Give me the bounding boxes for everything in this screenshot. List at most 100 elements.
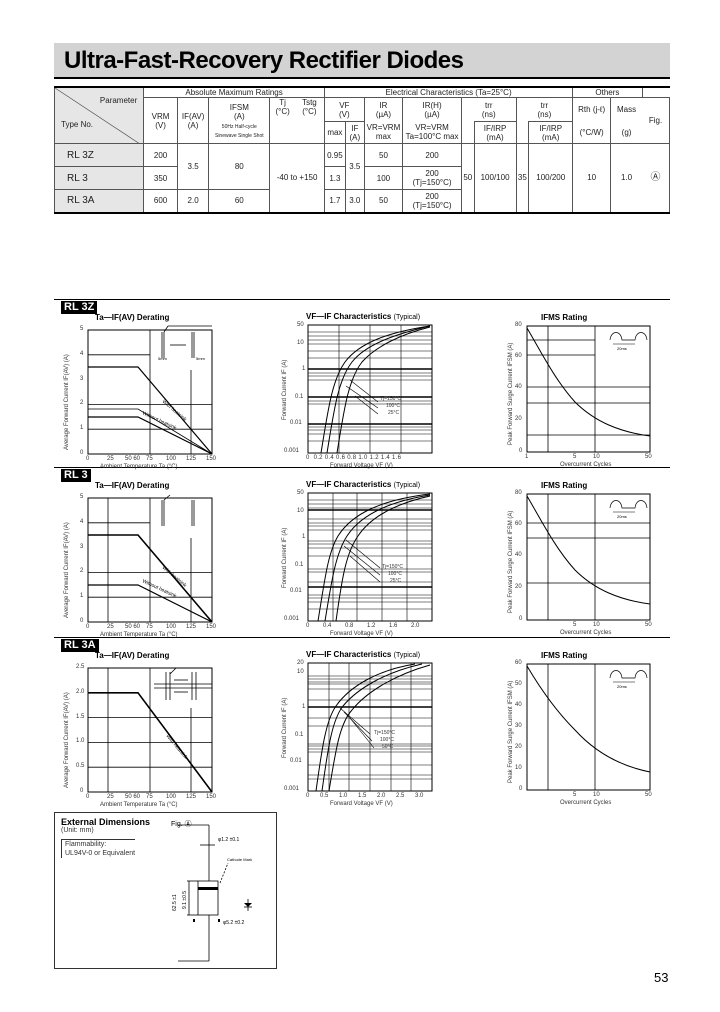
vf-if-chart: VF—IF Characteristics (Typical) Forward … [270,310,450,470]
derating-plot: With heatsink [87,667,213,793]
section-label: RL 3Z [61,301,98,314]
mass-cell: 1.0 [610,143,643,213]
vrm-cell: 350 [143,166,178,190]
page-number: 53 [654,970,669,985]
vf-if-plot [307,492,433,622]
x-axis-label: Forward Voltage VF (V) [330,801,393,807]
type-cell: RL 3Z [53,143,145,167]
page-title: Ultra-Fast-Recovery Rectifier Diodes [64,47,464,74]
vf-if-cell: 3.0 [344,189,365,213]
x-axis-label: Overcurrent Cycles [560,800,612,806]
ir-header: IR (µA) [363,97,404,122]
table-row: RL 3 350 1.3 100 200 (Tj=150°C) [53,166,670,190]
section-divider [54,637,670,638]
svg-text:Cathode Mark: Cathode Mark [227,857,252,862]
ifsm-cell: 80 [208,143,271,190]
type-no-label: Type No. [61,120,94,129]
type-cell: RL 3 [53,166,145,190]
chart-title: VF—IF Characteristics (Typical) [306,480,421,489]
svg-text:20ms: 20ms [617,684,627,689]
vf-cell: 1.7 [323,189,346,213]
diagonal-divider [55,88,140,144]
vrm-cell: 600 [143,189,178,213]
section-label: RL 3A [61,639,99,652]
chart-title: Ta—IF(AV) Derating [95,313,170,322]
chart-title: IFMS Rating [541,651,588,660]
ir-cell: 50 [363,189,404,213]
ifsm-plot: 20ms [526,325,651,453]
ifsm-chart: IFMS Rating Peak Forward Surge Current I… [495,648,670,808]
irh-cell: 200 (Tj=150°C) [402,166,462,190]
ir-cond-header: VR=VRM max [363,121,404,144]
section-divider [54,467,670,468]
irh-cell: 200 [402,143,462,167]
mass-header: Mass [610,97,643,122]
trr2-cell: 35 [515,143,530,213]
x-axis-label: Overcurrent Cycles [560,630,612,636]
type-cell: RL 3A [53,189,145,213]
vf-max-header: max [323,121,346,144]
chart-title: VF—IF Characteristics (Typical) [306,650,421,659]
trr1-cell: 50 [460,143,475,213]
ifsm-cell: 60 [208,189,271,213]
vf-if-header: IF (A) [344,121,365,144]
ir-cell: 50 [363,143,404,167]
vf-if-plot [307,662,433,792]
external-dimensions-box: External Dimensions (Unit: mm) Flammabil… [54,812,277,969]
svg-text:5mm: 5mm [196,356,206,361]
fig-header: Fig. [642,97,671,144]
others-group: Others [572,86,643,98]
title-bar: Ultra-Fast-Recovery Rectifier Diodes [54,43,670,79]
derating-chart: Ta—IF(AV) Derating Average Forward Curre… [50,648,230,808]
flammability-note: Flammability: UL94V-0 or Equivalent [61,839,136,858]
ifav-cell: 3.5 [176,143,210,190]
abs-max-group: Absolute Maximum Ratings [143,86,325,98]
svg-text:20ms: 20ms [617,346,627,351]
fig-label: Fig. Ⓐ [171,821,192,828]
irh-cell: 200 (Tj=150°C) [402,189,462,213]
vf-if-chart: VF—IF Characteristics (Typical) Forward … [270,478,450,638]
table-row: RL 3Z 200 3.5 80 -40 to +150 0.95 3.5 50… [53,143,671,213]
irh-cond-header: VR=VRM Ta=100°C max [402,121,462,144]
section-label: RL 3 [61,469,91,482]
dims-title: External Dimensions [61,817,151,827]
table-row: RL 3A 600 2.0 60 1.7 3.0 50 200 (Tj=150°C… [53,189,670,213]
rth-cell: 10 [572,143,612,213]
x-axis-label: Ambient Temperature Ta (°C) [100,464,178,470]
svg-text:φ1.2 ±0.1: φ1.2 ±0.1 [218,837,239,843]
trr2-blank [515,121,530,144]
derating-plot: With heatsink Without heatsink 5mm 5mm [87,325,213,455]
trr1-header: trr (ns) [460,97,517,122]
trr1-cond-cell: 100/100 [473,143,517,213]
ifsm-chart: IFMS Rating Peak Forward Surge Current I… [495,310,670,470]
svg-text:20ms: 20ms [617,514,627,519]
svg-text:φ5.2 ±0.2: φ5.2 ±0.2 [223,920,244,926]
rth-header: Rth (j-ℓ) [572,97,612,122]
ifsm-chart: IFMS Rating Peak Forward Surge Current I… [495,478,670,638]
chart-title: Ta—IF(AV) Derating [95,651,170,660]
vf-header: VF (V) [323,97,365,122]
vf-if-plot [307,324,433,454]
derating-plot: With heatsink Without heatsink [87,494,213,623]
ifsm-plot: 20ms [526,493,651,621]
x-axis-label: Ambient Temperature Ta (°C) [100,802,178,808]
x-axis-label: Overcurrent Cycles [560,462,612,468]
vf-if-cell: 3.5 [344,143,365,190]
section-divider [54,299,670,300]
irh-header: IR(H) (µA) [402,97,462,122]
vf-cell: 0.95 [323,143,346,167]
chart-title: IFMS Rating [541,313,588,322]
vf-cell: 1.3 [323,166,346,190]
dims-unit: (Unit: mm) [61,827,94,834]
tj-header: Tj (°C) [269,97,295,144]
mass-unit-header: (g) [610,121,643,144]
rth-unit-header: (°C/W) [572,121,612,144]
tj-tstg-cell: -40 to +150 [269,143,325,213]
ifav-cell: 2.0 [176,189,210,213]
x-axis-label: Ambient Temperature Ta (°C) [100,632,178,638]
chart-title: VF—IF Characteristics (Typical) [306,312,421,321]
x-axis-label: Forward Voltage VF (V) [330,631,393,637]
ifsm-plot: 20ms [526,663,651,791]
corner-header: Parameter Type No. [53,86,145,144]
trr1-blank [460,121,475,144]
